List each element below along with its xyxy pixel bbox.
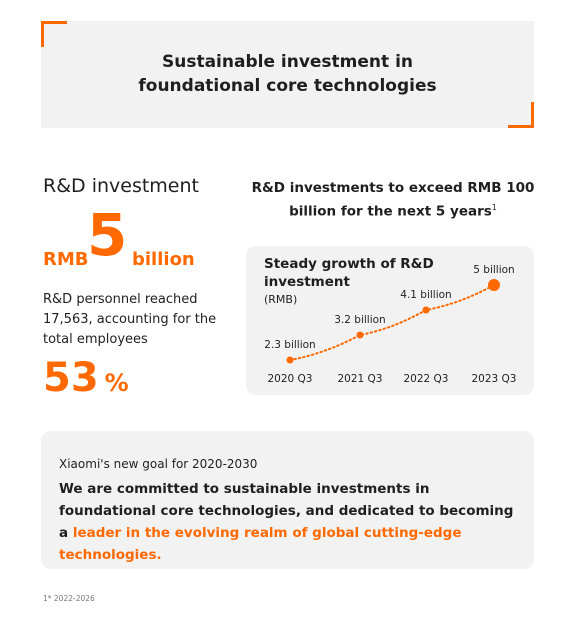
page-title-line-1: Sustainable investment in bbox=[161, 52, 413, 72]
series-line bbox=[289, 284, 495, 361]
amount-prefix: RMB bbox=[43, 249, 89, 270]
corner-bracket-bottom-right bbox=[508, 102, 534, 128]
page-title-line-2: foundational core technologies bbox=[138, 76, 437, 96]
goal-subtitle: Xiaomi's new goal for 2020-2030 bbox=[59, 457, 258, 471]
chart-title-line-1: Steady growth of R&D bbox=[264, 256, 434, 272]
data-point-3 bbox=[422, 306, 430, 314]
percent-stat: 53% bbox=[43, 355, 129, 401]
page-title: Sustainable investment in foundational c… bbox=[41, 50, 534, 98]
goal-statement: We are committed to sustainable investme… bbox=[59, 478, 521, 566]
investment-goal-title: R&D investments to exceed RMB 100 billio… bbox=[248, 178, 538, 222]
percent-unit: % bbox=[104, 369, 129, 397]
growth-chart-card: Steady growth of R&D investment (RMB) 2.3 b… bbox=[246, 246, 534, 395]
data-point-2 bbox=[356, 331, 364, 339]
data-label-2: 3.2 billion bbox=[334, 314, 385, 326]
footnote-mark: 1 bbox=[491, 203, 497, 212]
percent-value: 53 bbox=[43, 355, 99, 401]
corner-bracket-top-left bbox=[41, 21, 67, 47]
data-label-3: 4.1 billion bbox=[400, 289, 451, 301]
investment-goal-title-line-1: R&D investments to exceed RMB 100 bbox=[251, 180, 535, 196]
data-point-4 bbox=[488, 279, 500, 291]
x-tick-label-3: 2022 Q3 bbox=[403, 373, 448, 385]
goal-statement-highlight: leader in the evolving realm of global c… bbox=[59, 525, 462, 563]
data-label-4: 5 billion bbox=[473, 264, 514, 276]
goal-statement-main: We are committed to sustainable investme… bbox=[59, 481, 514, 541]
footnote: 1* 2022-2026 bbox=[43, 594, 95, 603]
amount-suffix: billion bbox=[132, 249, 195, 270]
goal-panel bbox=[41, 431, 534, 569]
rd-personnel-text: R&D personnel reached 17,563, accounting… bbox=[43, 292, 217, 347]
data-point-1 bbox=[286, 356, 294, 364]
x-tick-label-4: 2023 Q3 bbox=[471, 373, 516, 385]
header-panel bbox=[41, 21, 534, 128]
amount-value: 5 bbox=[87, 201, 128, 269]
growth-chart: Steady growth of R&D investment (RMB) 2.3 b… bbox=[264, 256, 517, 385]
x-tick-label-1: 2020 Q3 bbox=[267, 373, 312, 385]
investment-goal-title-line-2: billion for the next 5 years bbox=[289, 203, 492, 220]
chart-subtitle: (RMB) bbox=[264, 293, 297, 306]
chart-title-line-2: investment bbox=[264, 274, 351, 290]
rd-investment-heading: R&D investment bbox=[43, 175, 199, 197]
data-label-1: 2.3 billion bbox=[264, 339, 315, 351]
x-tick-label-2: 2021 Q3 bbox=[337, 373, 382, 385]
